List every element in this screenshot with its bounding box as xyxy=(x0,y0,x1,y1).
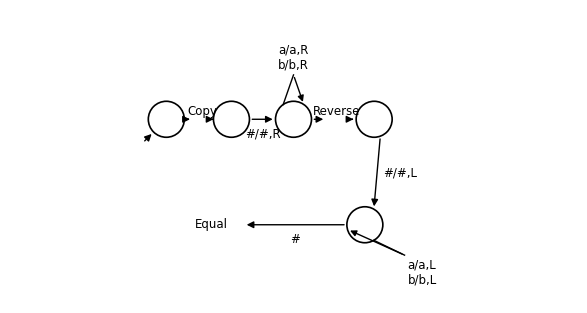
Text: #/#,L: #/#,L xyxy=(383,166,417,179)
Text: a/a,R
b/b,R: a/a,R b/b,R xyxy=(278,44,309,72)
Text: #/#,R: #/#,R xyxy=(245,127,280,140)
Text: a/a,L
b/b,L: a/a,L b/b,L xyxy=(407,258,437,286)
Text: #: # xyxy=(291,233,301,245)
Text: Copy: Copy xyxy=(187,105,217,118)
Text: Equal: Equal xyxy=(195,218,228,231)
Text: Reverse: Reverse xyxy=(313,105,360,118)
